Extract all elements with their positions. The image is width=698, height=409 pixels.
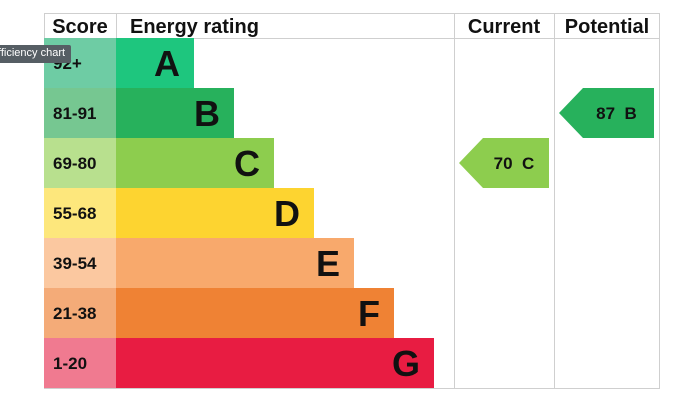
current-rating-label: 70 C: [494, 154, 535, 173]
rating-letter-g: G: [392, 343, 420, 384]
rating-letter-e: E: [316, 243, 340, 284]
column-headers: Score Energy rating Current Potential: [52, 16, 649, 38]
header-current: Current: [468, 16, 541, 38]
score-range-g: 1-20: [53, 354, 87, 373]
current-rating-arrow: [459, 138, 549, 188]
rating-letter-b: B: [194, 93, 220, 134]
header-potential: Potential: [565, 16, 649, 38]
chart-tooltip: fficiency chart: [0, 45, 72, 63]
rating-bar-g: [116, 338, 434, 388]
score-range-b: 81-91: [53, 104, 96, 123]
score-range-f: 21-38: [53, 304, 96, 323]
score-cell-b: [44, 88, 116, 138]
rating-bar-d: [116, 188, 314, 238]
rating-letter-a: A: [154, 43, 180, 84]
score-cell-g: [44, 338, 116, 388]
score-cell-d: [44, 188, 116, 238]
rating-letter-f: F: [358, 293, 380, 334]
header-score: Score: [52, 16, 108, 38]
potential-rating-arrow: [559, 88, 654, 138]
score-range-c: 69-80: [53, 154, 96, 173]
rating-bar-f: [116, 288, 394, 338]
rating-markers: 70 C 87 B: [459, 88, 654, 188]
rating-letter-c: C: [234, 143, 260, 184]
rating-bands: 92+ A81-91 B69-80 C55-68 D39-54 E21-38 F1-20 G: [44, 38, 434, 388]
rating-bar-a: [116, 38, 194, 88]
rating-letter-d: D: [274, 193, 300, 234]
header-energy-rating: Energy rating: [130, 16, 259, 38]
potential-rating-label: 87 B: [596, 104, 637, 123]
score-cell-c: [44, 138, 116, 188]
rating-bar-e: [116, 238, 354, 288]
score-cell-f: [44, 288, 116, 338]
score-cell-e: [44, 238, 116, 288]
score-range-d: 55-68: [53, 204, 96, 223]
rating-bar-b: [116, 88, 234, 138]
rating-bar-c: [116, 138, 274, 188]
score-range-e: 39-54: [53, 254, 97, 273]
